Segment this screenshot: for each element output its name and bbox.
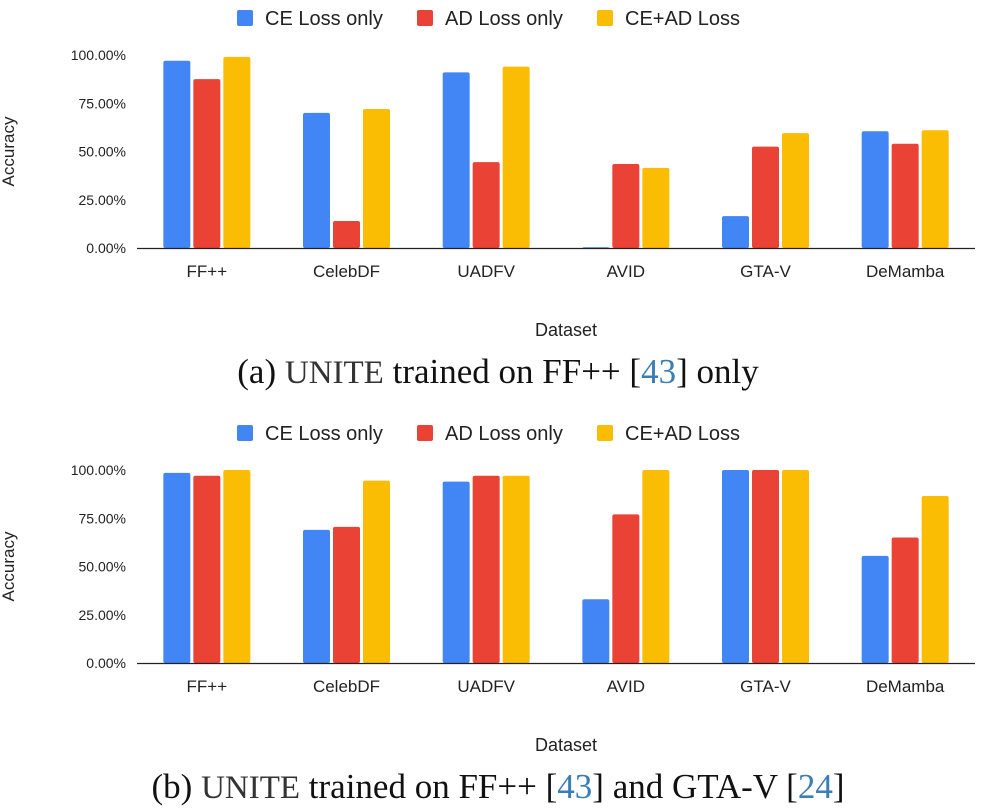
- x-tick-label: GTA-V: [740, 262, 791, 281]
- legend-label: AD Loss only: [445, 8, 563, 30]
- legend-swatch: [417, 10, 433, 26]
- bar-ce-uadfv: [442, 481, 470, 663]
- legend-item-ce_ad: CE+AD Loss: [597, 423, 740, 445]
- legend-swatch: [597, 10, 613, 26]
- bar-ce-uadfv: [442, 72, 470, 249]
- legend-label: AD Loss only: [445, 423, 563, 445]
- y-tick-label: 100.00%: [71, 47, 126, 63]
- bar-ce_ad-celebdf: [363, 480, 390, 663]
- x-tick-label: DeMamba: [866, 677, 945, 696]
- bar-ce-avid: [582, 599, 610, 663]
- y-tick-label: 50.00%: [79, 559, 126, 575]
- bar-ce-demamba: [861, 131, 889, 248]
- y-tick-label: 75.00%: [79, 510, 126, 526]
- x-tick-label: GTA-V: [740, 677, 791, 696]
- legend-swatch: [597, 425, 613, 441]
- bar-ad-ff: [193, 475, 221, 663]
- x-tick-label: UADFV: [457, 262, 515, 281]
- bar-ce_ad-celebdf: [363, 109, 390, 248]
- bar-ad-ff: [193, 79, 221, 248]
- bar-ad-celebdf: [333, 220, 360, 248]
- legend-label: CE+AD Loss: [625, 423, 740, 445]
- bar-ce_ad-ff: [223, 470, 251, 663]
- bar-ad-gtav: [752, 146, 779, 248]
- bar-ce-ff: [163, 60, 191, 248]
- bar-ce_ad-gtav: [782, 133, 809, 248]
- bar-ad-uadfv: [472, 475, 500, 663]
- bar-ad-demamba: [891, 143, 919, 248]
- y-tick-label: 0.00%: [86, 240, 126, 256]
- bar-ce-demamba: [861, 555, 889, 663]
- y-tick-label: 25.00%: [79, 607, 126, 623]
- y-tick-label: 0.00%: [86, 655, 126, 671]
- bar-ce_ad-ff: [223, 56, 251, 249]
- chart-panel-a: CE Loss only AD Loss only CE+AD Loss 0.00% 2…: [0, 8, 975, 391]
- caption-prefix: (b): [152, 767, 202, 806]
- caption-middle: trained on FF++ [: [384, 352, 641, 391]
- legend-item-ce: CE Loss only: [237, 423, 383, 445]
- legend-swatch: [237, 425, 253, 441]
- y-tick-label: 50.00%: [79, 144, 126, 160]
- y-axis-label: Accuracy: [0, 531, 18, 601]
- y-tick-label: 75.00%: [79, 95, 126, 111]
- legend-label: CE Loss only: [265, 423, 383, 445]
- bar-ad-avid: [612, 514, 640, 663]
- bar-ce_ad-uadfv: [502, 475, 530, 663]
- bar-ad-gtav: [752, 470, 779, 663]
- bar-ce_ad-avid: [642, 167, 670, 248]
- bar-ce_ad-avid: [642, 470, 670, 663]
- caption-suffix: ] only: [676, 352, 759, 391]
- bar-ce_ad-demamba: [921, 130, 949, 248]
- caption-middle: trained on FF++ [: [300, 767, 557, 806]
- x-tick-label: CelebDF: [313, 677, 380, 696]
- caption-code: UNITE: [285, 355, 384, 391]
- caption-ref2: 24: [798, 767, 833, 806]
- caption-code: UNITE: [201, 770, 300, 806]
- x-tick-label: FF++: [187, 677, 228, 696]
- bar-ad-uadfv: [472, 162, 500, 248]
- legend-swatch: [417, 425, 433, 441]
- legend-label: CE Loss only: [265, 8, 383, 30]
- bar-ce-gtav: [722, 470, 749, 663]
- figure-caption: (b) UNITE trained on FF++ [43] and GTA-V…: [152, 767, 845, 806]
- y-tick-label: 100.00%: [71, 462, 126, 478]
- caption-suffix: ]: [833, 767, 845, 806]
- bar-ce_ad-demamba: [921, 496, 949, 663]
- bar-ce_ad-gtav: [782, 470, 809, 663]
- y-axis-label: Accuracy: [0, 116, 18, 186]
- x-tick-label: AVID: [607, 262, 645, 281]
- bar-ad-demamba: [891, 537, 919, 663]
- x-tick-label: AVID: [607, 677, 645, 696]
- x-tick-label: DeMamba: [866, 262, 945, 281]
- caption-prefix: (a): [237, 352, 285, 391]
- legend-label: CE+AD Loss: [625, 8, 740, 30]
- legend-item-ce: CE Loss only: [237, 8, 383, 30]
- legend-swatch: [237, 10, 253, 26]
- y-tick-label: 25.00%: [79, 192, 126, 208]
- bar-ad-celebdf: [333, 526, 360, 663]
- bar-ce_ad-uadfv: [502, 66, 530, 248]
- x-axis-label: Dataset: [535, 320, 597, 340]
- caption-middle2: ] and GTA-V [: [592, 767, 798, 806]
- bar-ce-gtav: [722, 216, 749, 248]
- legend-item-ad: AD Loss only: [417, 423, 563, 445]
- legend-item-ce_ad: CE+AD Loss: [597, 8, 740, 30]
- caption-ref1: 43: [641, 352, 676, 391]
- x-axis-label: Dataset: [535, 735, 597, 755]
- bar-ad-avid: [612, 164, 640, 248]
- bar-ce-celebdf: [303, 529, 330, 663]
- chart-panel-b: CE Loss only AD Loss only CE+AD Loss 0.00% 2…: [0, 423, 975, 806]
- caption-ref1: 43: [557, 767, 592, 806]
- bar-ce-ff: [163, 472, 191, 663]
- bar-ce-celebdf: [303, 112, 330, 249]
- x-tick-label: UADFV: [457, 677, 515, 696]
- x-tick-label: FF++: [187, 262, 228, 281]
- legend-item-ad: AD Loss only: [417, 8, 563, 30]
- figure-caption: (a) UNITE trained on FF++ [43] only: [237, 352, 759, 391]
- x-tick-label: CelebDF: [313, 262, 380, 281]
- bar-ce-avid: [582, 247, 610, 248]
